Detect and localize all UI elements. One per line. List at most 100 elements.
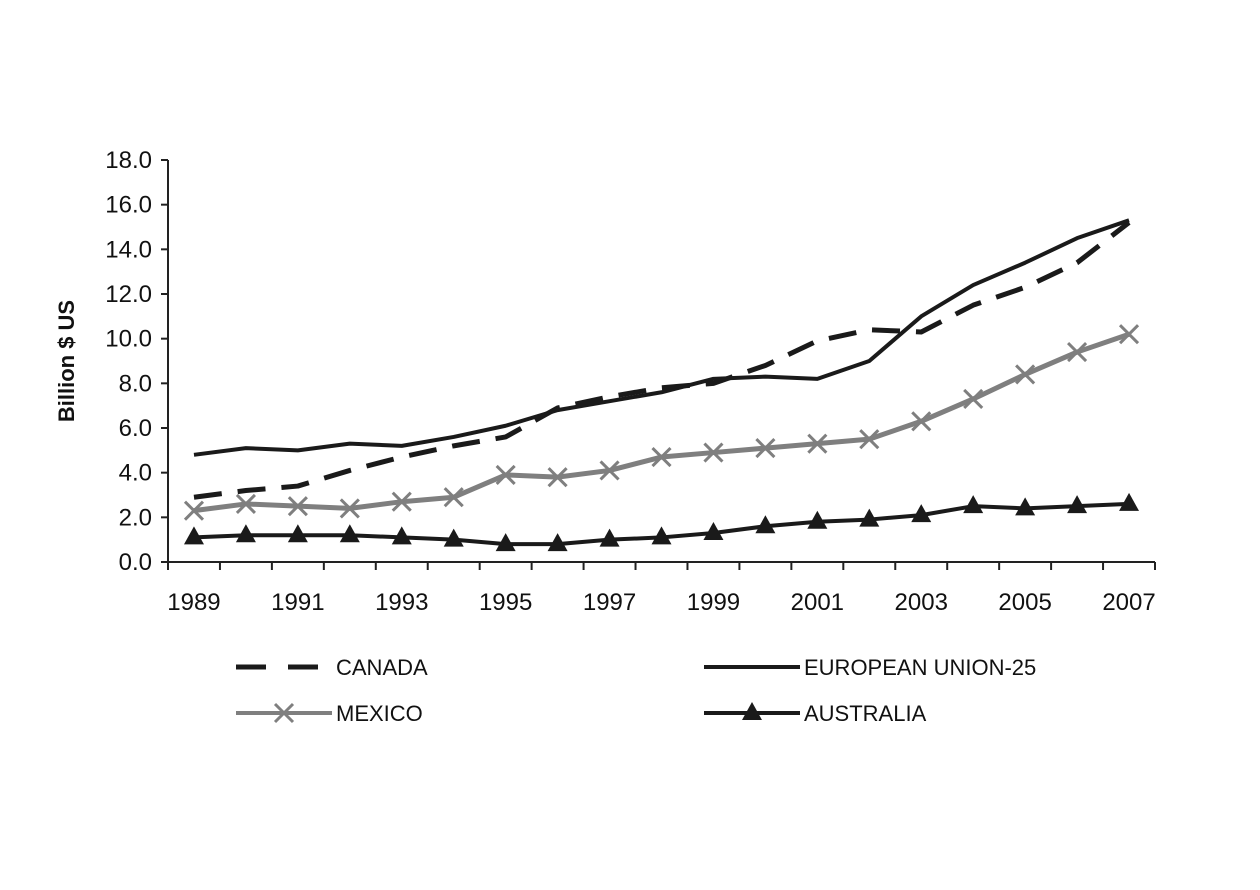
data-point-x-marker xyxy=(1118,324,1140,345)
data-point-x-marker xyxy=(183,500,205,521)
x-marker-stroke xyxy=(1118,324,1140,345)
y-tick-label: 12.0 xyxy=(105,281,152,308)
x-marker-stroke xyxy=(391,491,412,512)
data-point-triangle-marker xyxy=(807,510,828,529)
x-marker-stroke xyxy=(287,496,308,517)
x-tick-label: 1997 xyxy=(583,589,636,616)
x-marker-stroke xyxy=(235,493,256,514)
x-marker-stroke xyxy=(273,702,295,724)
x-tick-label: 2007 xyxy=(1102,589,1155,616)
data-point-triangle-marker xyxy=(859,508,880,527)
data-point-triangle-marker xyxy=(183,526,204,545)
data-point-x-marker xyxy=(755,438,776,459)
data-point-x-marker xyxy=(911,411,932,432)
x-marker-stroke xyxy=(911,411,932,432)
data-point-x-marker xyxy=(651,446,672,468)
x-marker-stroke xyxy=(495,464,516,485)
legend-label: EUROPEAN UNION-25 xyxy=(804,655,1036,680)
data-point-triangle-marker xyxy=(599,528,620,547)
data-point-x-marker xyxy=(287,496,308,517)
data-point-x-marker xyxy=(235,493,256,514)
data-point-x-marker xyxy=(273,702,295,724)
y-axis-title: Billion $ US xyxy=(54,300,79,422)
axes: 0.0 2.0 4.0 6.0 8.0 10.0 12.0 14.0 16.0 18.0 1989 1… xyxy=(105,147,1156,616)
x-marker-stroke xyxy=(703,442,724,463)
data-point-x-marker xyxy=(339,498,360,519)
legend-item-mexico: MEXICO xyxy=(236,701,423,726)
data-point-x-marker xyxy=(1015,364,1036,385)
series-european-union-25 xyxy=(193,218,1130,457)
x-marker-stroke xyxy=(183,500,205,521)
x-tick-label: 1993 xyxy=(375,589,428,616)
y-tick-label: 10.0 xyxy=(105,326,152,353)
data-point-triangle-marker xyxy=(443,528,464,547)
legend: CANADA EUROPEAN UNION-25 MEXICO AUSTRALIA xyxy=(236,655,1036,726)
series-line-canada xyxy=(193,220,1131,500)
x-tick-label: 1989 xyxy=(167,589,220,616)
x-marker-stroke xyxy=(651,446,672,468)
x-tick-label: 1991 xyxy=(271,589,324,616)
y-tick-label: 2.0 xyxy=(119,504,152,531)
series-line-european-union-25 xyxy=(193,218,1130,457)
y-tick-label: 8.0 xyxy=(119,370,152,397)
y-tick-label: 14.0 xyxy=(105,236,152,263)
data-point-triangle-marker xyxy=(495,533,516,552)
series-australia xyxy=(183,492,1140,552)
x-tick-label: 2003 xyxy=(895,589,948,616)
x-tick-label: 1999 xyxy=(687,589,740,616)
data-point-triangle-marker xyxy=(703,521,724,540)
y-tick-label: 16.0 xyxy=(105,192,152,219)
x-marker-stroke xyxy=(547,467,568,488)
data-point-triangle-marker xyxy=(287,524,308,543)
data-point-triangle-marker xyxy=(235,524,256,543)
data-point-x-marker xyxy=(391,491,412,512)
data-point-triangle-marker xyxy=(651,526,672,545)
x-marker-stroke xyxy=(963,388,984,410)
x-marker-stroke xyxy=(807,433,828,454)
legend-label: CANADA xyxy=(336,655,428,680)
data-point-x-marker xyxy=(495,464,516,485)
y-tick-label: 4.0 xyxy=(119,460,152,487)
x-tick-label: 1995 xyxy=(479,589,532,616)
data-point-triangle-marker xyxy=(339,524,360,543)
data-point-triangle-marker xyxy=(755,515,776,534)
data-point-triangle-marker xyxy=(742,702,762,720)
x-marker-stroke xyxy=(755,438,776,459)
x-marker-stroke xyxy=(339,498,360,519)
data-point-triangle-marker xyxy=(391,526,412,545)
x-marker-stroke xyxy=(1067,342,1088,363)
x-tick-label: 2001 xyxy=(791,589,844,616)
data-point-triangle-marker xyxy=(547,533,568,552)
data-point-triangle-marker xyxy=(1015,497,1036,516)
legend-item-european-union-25: EUROPEAN UNION-25 xyxy=(704,655,1036,680)
legend-item-australia: AUSTRALIA xyxy=(704,701,927,726)
x-marker-stroke xyxy=(1015,364,1036,385)
series-line-mexico xyxy=(193,331,1130,514)
data-point-x-marker xyxy=(443,487,464,508)
data-point-x-marker xyxy=(963,388,984,410)
data-point-x-marker xyxy=(1067,342,1088,363)
legend-label: MEXICO xyxy=(336,701,423,726)
data-point-x-marker xyxy=(859,429,880,450)
x-marker-stroke xyxy=(859,429,880,450)
y-tick-label: 18.0 xyxy=(105,147,152,174)
series-layer xyxy=(183,218,1140,552)
legend-label: AUSTRALIA xyxy=(804,701,927,726)
data-point-triangle-marker xyxy=(1067,495,1088,514)
data-point-x-marker xyxy=(547,467,568,488)
data-point-x-marker xyxy=(703,442,724,463)
legend-item-canada: CANADA xyxy=(236,655,428,680)
series-mexico xyxy=(183,324,1140,521)
x-marker-stroke xyxy=(599,460,620,481)
y-tick-label: 0.0 xyxy=(119,549,152,576)
series-canada xyxy=(193,220,1131,500)
data-point-x-marker xyxy=(599,460,620,481)
data-point-triangle-marker xyxy=(911,504,932,523)
data-point-x-marker xyxy=(807,433,828,454)
x-tick-label: 2005 xyxy=(998,589,1051,616)
data-point-triangle-marker xyxy=(1119,492,1140,511)
data-point-triangle-marker xyxy=(963,495,984,514)
x-marker-stroke xyxy=(443,487,464,508)
y-tick-label: 6.0 xyxy=(119,415,152,442)
